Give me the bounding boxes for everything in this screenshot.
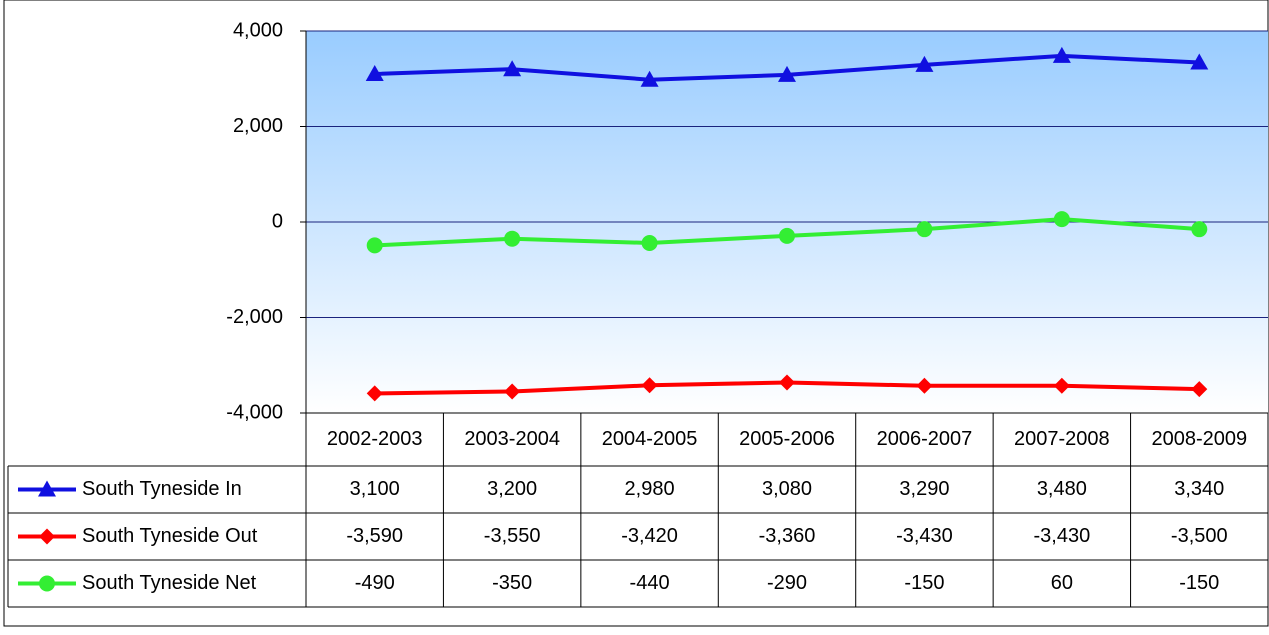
x-tick-label: 2006-2007: [877, 428, 973, 450]
table-value: 3,290: [899, 478, 949, 500]
table-value: -350: [492, 572, 532, 594]
data-point: [1190, 53, 1209, 70]
table-value: -3,550: [484, 525, 541, 547]
data-point: [1053, 377, 1070, 394]
data-point: [779, 374, 795, 391]
y-tick-label: 0: [272, 210, 283, 232]
table-value: -150: [904, 572, 944, 594]
data-point: [503, 60, 522, 77]
table-value: 3,480: [1037, 478, 1087, 500]
x-tick-label: 2008-2009: [1151, 428, 1247, 450]
y-tick-label: -4,000: [226, 401, 283, 423]
data-point: [504, 383, 521, 400]
table-value: 3,100: [350, 478, 400, 500]
legend-label: South Tyneside Out: [82, 525, 258, 547]
data-point: [916, 221, 933, 238]
data-point: [640, 70, 659, 87]
table-value: 3,080: [762, 478, 812, 500]
table-value: 3,200: [487, 478, 537, 500]
data-point: [366, 385, 383, 402]
x-tick-label: 2005-2006: [739, 428, 835, 450]
x-tick-label: 2003-2004: [464, 428, 560, 450]
data-point: [916, 377, 933, 394]
y-tick-label: 2,000: [233, 115, 283, 137]
data-point: [1053, 211, 1070, 228]
legend-label: South Tyneside In: [82, 478, 242, 500]
table-value: -290: [767, 572, 807, 594]
data-point: [641, 235, 658, 252]
x-tick-label: 2002-2003: [327, 428, 423, 450]
table-value: -3,500: [1171, 525, 1228, 547]
table-value: -3,430: [896, 525, 953, 547]
data-point: [779, 227, 795, 244]
table-value: -150: [1179, 572, 1219, 594]
table-value: -3,360: [759, 525, 816, 547]
data-point: [1052, 46, 1071, 63]
table-value: -3,430: [1033, 525, 1090, 547]
data-point: [915, 55, 934, 72]
legend-label: South Tyneside Net: [82, 572, 257, 594]
table-value: 3,340: [1174, 478, 1224, 500]
legend-marker: [39, 575, 55, 592]
table-value: -490: [355, 572, 395, 594]
data-point: [1191, 381, 1208, 398]
table-value: -440: [630, 572, 670, 594]
table-value: 60: [1051, 572, 1073, 594]
data-point: [504, 230, 521, 247]
table-value: 2,980: [625, 478, 675, 500]
data-point: [641, 377, 658, 394]
legend-marker: [38, 480, 56, 497]
table-value: -3,590: [346, 525, 403, 547]
data-point: [365, 64, 384, 81]
table-value: -3,420: [621, 525, 678, 547]
data-point: [366, 237, 383, 254]
data-point: [1191, 221, 1208, 238]
x-tick-label: 2004-2005: [602, 428, 698, 450]
x-tick-label: 2007-2008: [1014, 428, 1110, 450]
data-point: [778, 65, 796, 82]
legend-marker: [39, 528, 55, 545]
y-tick-label: -2,000: [226, 306, 283, 328]
y-tick-label: 4,000: [233, 19, 283, 41]
